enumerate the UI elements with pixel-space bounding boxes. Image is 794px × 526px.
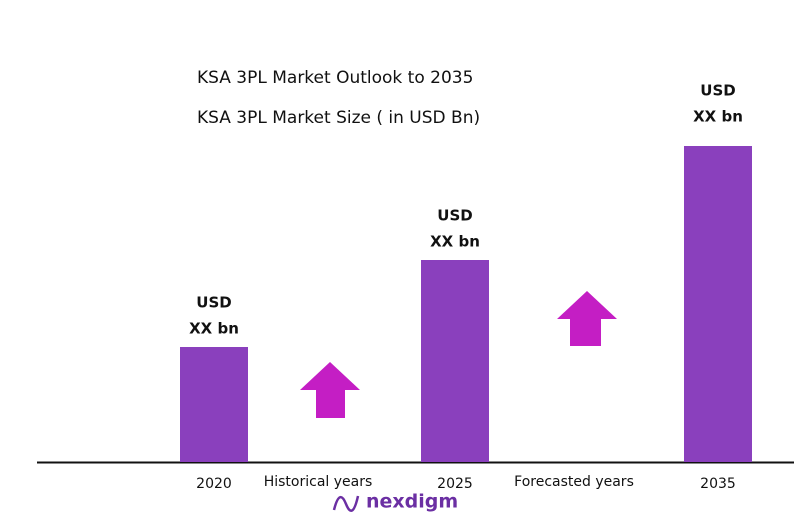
bar: [421, 260, 489, 462]
value-label: USD: [437, 207, 472, 225]
bar: [684, 146, 752, 462]
annotation: Forecasted years: [514, 474, 634, 490]
value-label: USD: [700, 82, 735, 100]
x-tick-label: 2025: [437, 476, 473, 492]
logo-icon: [332, 495, 360, 512]
bar: [180, 347, 248, 462]
value-label: XX bn: [189, 320, 239, 338]
value-label: XX bn: [693, 108, 743, 126]
annotation: Historical years: [264, 474, 373, 490]
x-tick-label: 2035: [700, 476, 736, 492]
arrow: [557, 291, 617, 346]
value-label: USD: [196, 294, 231, 312]
arrow: [300, 362, 360, 418]
logo: nexdigm: [366, 491, 458, 513]
x-tick-label: 2020: [196, 476, 232, 492]
chart-title: KSA 3PL Market Outlook to 2035: [197, 68, 473, 88]
chart-subtitle: KSA 3PL Market Size ( in USD Bn): [197, 108, 480, 128]
value-label: XX bn: [430, 233, 480, 251]
